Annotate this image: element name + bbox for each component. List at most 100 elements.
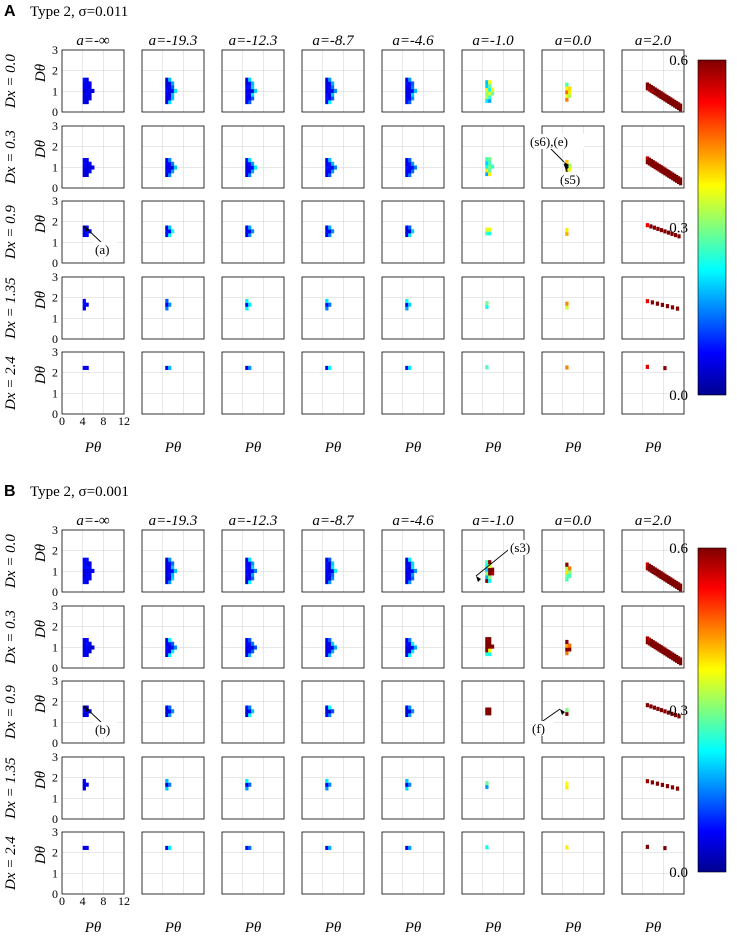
heatmap-cell [250, 169, 255, 174]
panel-a-title: Type 2, σ=0.011 [30, 4, 128, 20]
heatmap-cell [245, 845, 249, 850]
heatmap-cell [88, 169, 92, 174]
heatmap-cell [490, 91, 495, 96]
heatmap-cell [330, 561, 335, 566]
heatmap-cell [488, 227, 492, 232]
subplot-frame [461, 680, 525, 744]
subplot-frame [381, 125, 445, 189]
heatmap-cell [245, 100, 249, 105]
heatmap-cell [85, 572, 89, 577]
heatmap-cell [165, 306, 169, 311]
subplot-frame [461, 351, 525, 415]
column-label: a=-12.3 [229, 513, 278, 529]
heatmap-cell [82, 161, 86, 166]
subplot [61, 125, 125, 189]
annotation-arrow [539, 708, 561, 724]
heatmap-cell [88, 96, 92, 101]
subplot [541, 351, 605, 415]
panel-a-letter: A [4, 3, 16, 20]
subplot-frame [301, 49, 365, 113]
heatmap-cell [657, 573, 661, 578]
heatmap-cell [670, 231, 674, 236]
heatmap-cell [677, 659, 681, 665]
y-tick-label: 3 [52, 345, 58, 359]
heatmap-cell [671, 172, 675, 177]
subplot-frame [301, 351, 365, 415]
heatmap-cell [165, 161, 169, 166]
heatmap-cell [657, 93, 661, 98]
heatmap-cell [168, 561, 172, 566]
heatmap-cell [490, 567, 495, 572]
heatmap-cell [663, 573, 667, 578]
heatmap-cell [250, 709, 255, 714]
heatmap-cell [645, 299, 650, 304]
heatmap-cell [165, 786, 169, 791]
heatmap-cell [168, 641, 172, 646]
annotation-arrowhead [84, 226, 89, 232]
heatmap-cell [678, 583, 683, 588]
heatmap-cell [170, 165, 175, 170]
heatmap-cell [82, 568, 86, 573]
x-axis-label: Pθ [324, 440, 342, 456]
heatmap-cell [410, 96, 415, 101]
heatmap-cell [661, 96, 665, 101]
subplot-frame [621, 49, 685, 113]
y-tick-label: 0 [52, 661, 58, 675]
subplot-frame [541, 529, 605, 593]
heatmap-cell [677, 176, 681, 181]
heatmap-cell [245, 158, 249, 163]
colorbar-tick-label: 0.0 [669, 865, 688, 881]
subplot-background [62, 352, 124, 414]
heatmap-cell [408, 161, 412, 166]
heatmap-cell [645, 566, 650, 571]
heatmap-cell [85, 709, 89, 714]
heatmap-cell [405, 557, 409, 562]
heatmap-cell [649, 84, 653, 90]
heatmap-cell [405, 709, 409, 714]
heatmap-cell [170, 169, 175, 174]
heatmap-cell [408, 572, 412, 577]
annotation-background [528, 134, 584, 149]
heatmap-cell [245, 786, 249, 791]
heatmap-cell [82, 365, 86, 370]
heatmap-cell [245, 81, 249, 86]
heatmap-cell [325, 580, 329, 585]
annotation-background [530, 721, 554, 736]
heatmap-cell [85, 782, 89, 787]
subplot-background [142, 606, 204, 668]
heatmap-cell [673, 579, 677, 584]
y-tick-label: 1 [52, 386, 58, 400]
subplot-background [622, 832, 684, 894]
subplot-frame [461, 200, 525, 264]
subplot [381, 200, 445, 264]
heatmap-cell [653, 165, 657, 170]
subplot-frame [141, 276, 205, 340]
heatmap-cell [645, 562, 650, 567]
y-axis-label: Dθ [33, 845, 49, 865]
heatmap-cell [488, 644, 492, 649]
heatmap-cell [248, 705, 252, 710]
heatmap-cell [673, 653, 677, 658]
heatmap-cell [325, 786, 329, 791]
heatmap-cell [328, 85, 332, 90]
heatmap-cell [485, 711, 489, 716]
heatmap-cell [250, 641, 255, 646]
heatmap-cell [325, 649, 329, 654]
heatmap-cell [485, 648, 489, 653]
heatmap-cell [663, 229, 667, 234]
heatmap-cell [85, 580, 89, 585]
heatmap-cell [88, 85, 92, 90]
heatmap-cell [82, 845, 86, 850]
heatmap-cell [663, 171, 667, 176]
colorbar [697, 547, 727, 873]
heatmap-cell [325, 92, 329, 97]
heatmap-cell [245, 580, 249, 585]
subplot-frame [221, 831, 285, 895]
column-label: a=-12.3 [229, 33, 278, 49]
heatmap-cell [485, 157, 489, 162]
subplot [221, 276, 285, 340]
colorbar [697, 59, 727, 396]
heatmap-cell [325, 232, 329, 238]
heatmap-cell [328, 232, 332, 238]
subplot-frame [541, 125, 605, 189]
